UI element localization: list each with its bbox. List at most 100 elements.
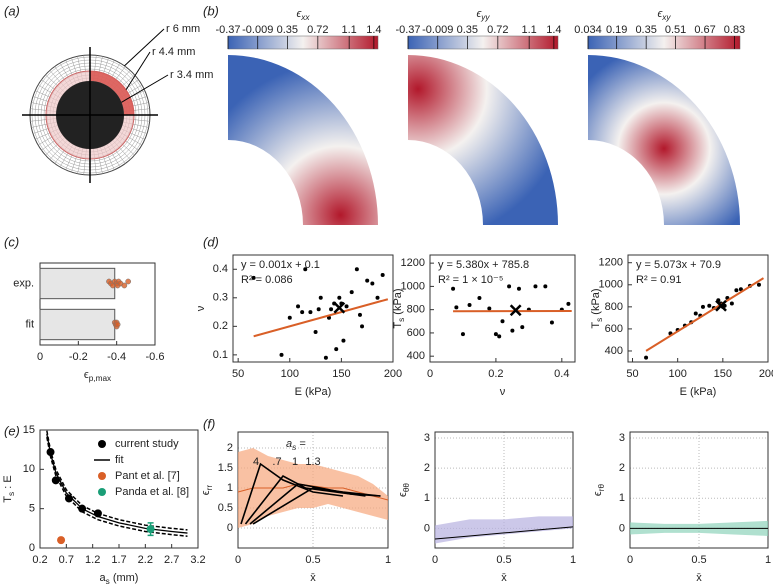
bar [39,267,116,300]
legend-swatch [98,440,106,448]
y-tick-label: 2 [619,462,625,474]
fit-line [46,433,188,534]
x-tick-label: 50 [626,368,638,380]
fit-r2: R² = 0.91 [636,274,682,286]
x-tick-label: 3.2 [190,554,205,566]
point [375,295,380,300]
y-tick-label: 1200 [599,257,623,269]
point [543,284,548,289]
y-tick-label: 0.1 [213,349,228,361]
point [354,267,359,272]
y-tick-label: 3 [424,432,430,444]
colorbar-tick-label: -0.009 [422,24,453,36]
point [467,303,472,308]
point [738,287,743,292]
annotation-part: = [296,438,306,450]
x-axis-label: ϵp,max [84,369,112,383]
plot-frame [39,262,156,346]
x-axis-label-part: ϵ [84,369,89,381]
y-tick-label: 3 [619,432,625,444]
fit-r2: R² = 0.086 [241,274,293,286]
point [533,284,538,289]
x-tick-label: 100 [668,368,686,380]
y-tick-label: 1 [227,482,233,494]
point [451,286,456,291]
y-tick-label: 400 [605,345,623,357]
annotation-value: .7 [272,456,281,468]
point [756,282,761,287]
leader-line [125,51,151,91]
plot-frame [429,254,576,363]
point [493,332,498,337]
y-tick-label: 1000 [401,280,425,292]
x-tick-label: 0 [37,351,43,363]
x-axis-label: E (kPa) [295,386,332,398]
y-axis-label-part: (kPa) [392,288,404,317]
fit-equation: y = 5.380x + 785.8 [438,259,529,271]
panel-title: ϵxy [657,8,671,22]
plot-frame [39,429,199,549]
point [500,319,505,324]
fit-line [645,277,765,352]
y-tick-label: 0 [424,522,430,534]
y-axis-label-part: ϵ [397,492,409,497]
colorbar-tick-label: 1.4 [546,24,561,36]
x-axis-label: as (mm) [100,572,139,586]
point [125,278,132,285]
y-axis-label: Ts (kPa) [392,288,406,328]
point [313,330,318,335]
y-axis-label-part: (kPa) [590,288,602,317]
point [477,296,482,301]
point [300,310,305,315]
x-tick-label: 0 [432,554,438,566]
bound-line [46,430,188,531]
point [341,338,346,343]
colorbar-tick-label: 1.4 [366,24,381,36]
leader-line [124,28,165,67]
y-axis-label-part: T [392,322,404,329]
legend-swatch [98,472,106,480]
x-tick-label: 0.2 [32,554,47,566]
colorbar-tick-label: 0.034 [574,24,602,36]
point [460,332,465,337]
x-tick-label: 150 [332,368,350,380]
colorbar [407,35,559,50]
point [516,286,521,291]
bar [39,308,116,341]
annotation-part: a [286,438,292,450]
x-tick-label: 1.7 [111,554,126,566]
y-axis-label: Ts (kPa) [590,288,604,328]
x-axis-label-part: s [106,577,110,586]
point [729,301,734,306]
colorbar-tick-label: 0.67 [694,24,715,36]
strain-field [588,55,740,225]
x-axis-label: E (kPa) [680,386,717,398]
fit-equation: y = 0.001x + 0.1 [241,259,320,271]
y-tick-label: 0 [29,542,35,554]
annotation-part: s [292,443,296,452]
x-tick-label: 0 [235,554,241,566]
y-axis-label-part: ϵ [592,491,604,496]
x-tick-label: 1.2 [85,554,100,566]
y-tick-label: 0 [227,522,233,534]
x-tick-label: 0.5 [496,554,511,566]
x-tick-label: 150 [714,368,732,380]
y-tick-label: exp. [13,277,34,289]
point [287,315,292,320]
plot-frame [434,431,574,549]
panel-label: (f) [203,416,215,431]
bound-line [46,436,188,537]
panel-title-part: ϵ [296,8,301,20]
point [329,307,334,312]
colorbar [587,35,741,50]
point [323,355,328,360]
panel-title-part: yy [480,13,490,22]
point [316,307,321,312]
annotation-value: 1 [292,456,298,468]
x-axis-label: x̄ [696,572,702,584]
x-tick-label: 200 [384,368,402,380]
y-tick-label: 800 [407,304,425,316]
x-tick-label: 0.5 [691,554,706,566]
y-axis-label-part: rθ [597,483,606,491]
